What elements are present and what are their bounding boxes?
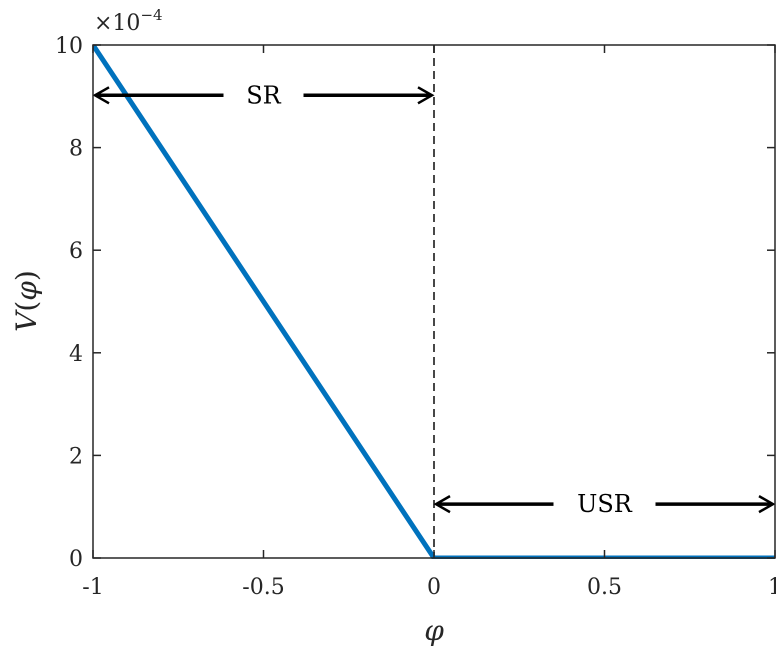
annotation-usr-arrowhead-left xyxy=(433,495,451,514)
annotation-sr-arrowhead-right xyxy=(417,86,435,105)
y-tick-label: 0 xyxy=(69,547,83,572)
y-axis-label-var: φ xyxy=(10,281,43,301)
y-axis-label-func: V xyxy=(10,309,43,332)
y-axis-label-open: ( xyxy=(10,301,43,312)
y-tick-label: 4 xyxy=(69,342,83,367)
x-axis-label: φ xyxy=(424,614,444,647)
annotation-sr-arrowhead-left xyxy=(92,86,110,105)
y-axis-label-close: ) xyxy=(10,270,43,281)
y-tick-label: 6 xyxy=(69,239,83,264)
annotation-usr-label: USR xyxy=(577,490,633,518)
annotation-usr-arrowhead-right xyxy=(758,495,776,514)
annotation-sr-label: SR xyxy=(246,81,281,109)
x-tick-label: 0 xyxy=(427,575,441,600)
y-tick-label: 8 xyxy=(69,137,83,162)
x-tick-label: -1 xyxy=(82,575,103,600)
annotation-layer: SR USR xyxy=(92,81,776,518)
x-tick-label: 0.5 xyxy=(587,575,622,600)
y-axis-label: V(φ) xyxy=(10,270,43,332)
x-tick-label: 1 xyxy=(768,575,776,600)
y-exponent-power: −4 xyxy=(140,6,162,24)
y-tick-label: 2 xyxy=(69,444,83,469)
x-tick-label: -0.5 xyxy=(242,575,284,600)
y-exponent-label: ×10−4 xyxy=(94,6,163,36)
y-exponent-base: ×10 xyxy=(94,11,140,36)
y-tick-label: 10 xyxy=(55,34,83,59)
